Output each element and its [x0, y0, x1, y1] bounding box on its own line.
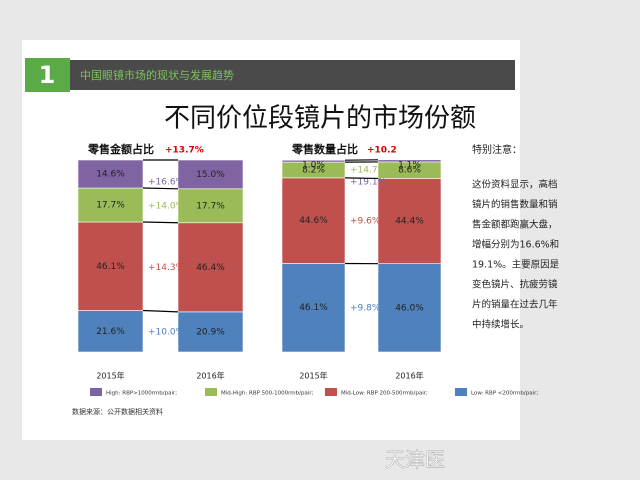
note-line: 镜片的销售数量和销	[472, 199, 558, 211]
x-tick-label: 2015年	[96, 371, 124, 381]
connector-line	[143, 188, 178, 189]
growth-label: +16.6%	[148, 178, 185, 188]
x-tick-label: 2016年	[196, 371, 224, 381]
connector-line	[345, 178, 378, 179]
legend-label: High: RBP>1000rmb/pair;	[106, 391, 177, 397]
growth-label: +14.0%	[148, 201, 185, 211]
value-label: 46.1%	[299, 303, 328, 313]
header-text: 中国眼镜市场的现状与发展趋势	[80, 68, 234, 82]
note-line: 这份资料显示，高档	[472, 179, 558, 191]
connector-line	[143, 222, 178, 223]
value-label: 17.7%	[96, 201, 125, 211]
note-line: 增幅分别为16.6%和	[472, 239, 559, 251]
value-label: 46.4%	[196, 263, 225, 273]
total-growth: +10.2	[367, 146, 397, 156]
legend-swatch	[90, 388, 102, 396]
legend-label: Mid-Low: RBP 200-500rmb/pair;	[341, 391, 428, 397]
value-label: 44.6%	[299, 216, 328, 226]
note-title: 特别注意：	[472, 143, 522, 156]
growth-label: +14.3%	[148, 263, 185, 273]
slide-title: 不同价位段镜片的市场份额	[164, 104, 476, 134]
growth-label: +9.8%	[350, 303, 381, 313]
value-label: 44.4%	[395, 217, 424, 227]
note-line: 19.1%。主要原因是	[472, 259, 560, 271]
value-label: 14.6%	[96, 170, 125, 180]
legend-swatch	[455, 388, 467, 396]
value-label: 20.9%	[196, 327, 225, 337]
chart-title: 零售数量占比	[291, 142, 358, 156]
header-number: 1	[39, 61, 56, 89]
value-label: 1.0%	[302, 161, 325, 171]
value-label: 17.7%	[196, 201, 225, 211]
source: 数据来源：公开数据相关资料	[72, 407, 163, 416]
legend-swatch	[205, 388, 217, 396]
legend-label: Mid-High: RBP 500-1000rmb/pair;	[221, 391, 314, 397]
x-tick-label: 2015年	[299, 371, 327, 381]
value-label: 46.0%	[395, 303, 424, 313]
growth-label: +14.7%	[350, 166, 387, 176]
value-label: 21.6%	[96, 327, 125, 337]
total-growth: +13.7%	[165, 146, 204, 156]
x-tick-label: 2016年	[395, 371, 423, 381]
chart-title: 零售金额占比	[87, 142, 154, 156]
legend-label: Low: RBP <200rmb/pair;	[471, 391, 538, 397]
watermark: 天津医	[385, 448, 445, 472]
note-line: 变色镜片、抗疲劳镜	[472, 279, 558, 291]
growth-label: +10.0%	[148, 327, 185, 337]
legend-swatch	[325, 388, 337, 396]
value-label: 46.1%	[96, 262, 125, 272]
note-line: 中持续增长。	[472, 319, 529, 331]
note-line: 售金额都跑赢大盘，	[472, 219, 558, 231]
note-line: 片的销量在过去几年	[472, 299, 558, 311]
growth-label: +9.6%	[350, 217, 381, 227]
value-label: 15.0%	[196, 170, 225, 180]
value-label: 1.1%	[398, 160, 421, 170]
